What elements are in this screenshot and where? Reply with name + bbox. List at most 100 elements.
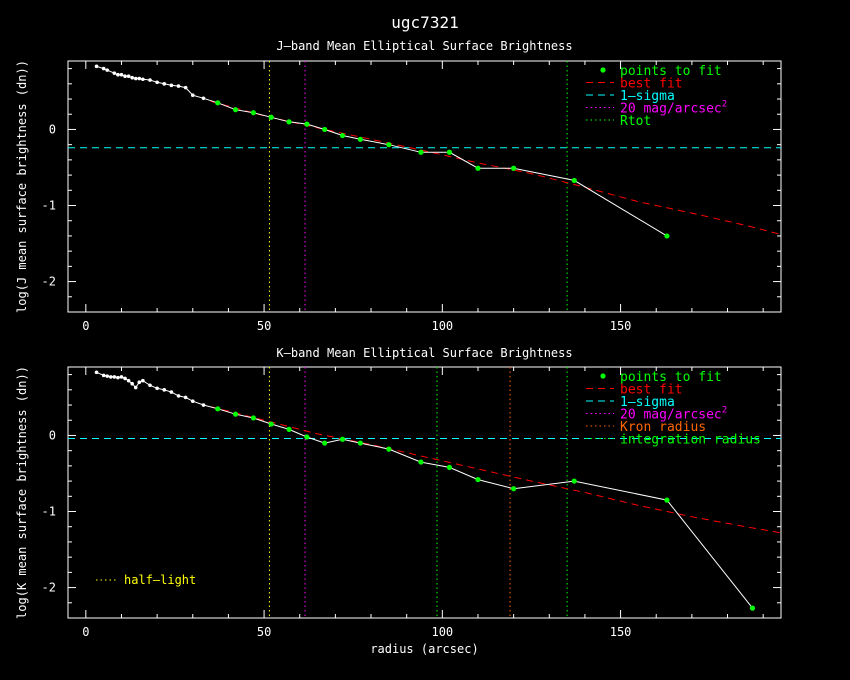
profile-point bbox=[112, 375, 117, 379]
profile-point bbox=[116, 375, 120, 380]
profile-point bbox=[130, 381, 134, 386]
profile-point bbox=[94, 64, 99, 69]
profile-point bbox=[176, 394, 181, 398]
profile-point bbox=[148, 383, 152, 388]
half-light-label: half–light bbox=[124, 573, 196, 587]
fit-point bbox=[304, 434, 310, 440]
profile-point bbox=[137, 76, 142, 81]
profile-point bbox=[101, 66, 106, 71]
profile-point bbox=[201, 403, 206, 407]
x-tick-label: 50 bbox=[257, 319, 271, 333]
profile-point bbox=[133, 76, 138, 81]
profile-point bbox=[155, 386, 159, 391]
profile-point bbox=[105, 374, 110, 378]
profile-point bbox=[119, 72, 124, 77]
profile-point bbox=[133, 385, 138, 390]
fit-point bbox=[446, 149, 453, 155]
fit-point bbox=[571, 177, 577, 184]
y-tick-label: -2 bbox=[42, 275, 56, 289]
y-tick-label: -1 bbox=[42, 199, 56, 213]
legend-label: best fit bbox=[620, 77, 683, 92]
profile-point bbox=[169, 390, 174, 394]
fit-point bbox=[250, 110, 256, 116]
fit-point bbox=[215, 100, 221, 106]
profile-point bbox=[105, 68, 110, 72]
fit-point bbox=[571, 478, 577, 484]
profile-point bbox=[141, 77, 145, 82]
legend-label: 20 mag/arcsec2 bbox=[620, 406, 727, 423]
fit-point bbox=[475, 165, 481, 171]
fit-point bbox=[322, 126, 328, 133]
fit-point bbox=[286, 426, 292, 432]
fit-point bbox=[446, 464, 453, 470]
fit-point bbox=[664, 233, 670, 239]
fit-point bbox=[268, 114, 274, 120]
x-tick-label: 150 bbox=[610, 319, 632, 333]
x-tick-label: 150 bbox=[610, 625, 632, 639]
legend-label: Rtot bbox=[620, 114, 651, 129]
legend-label: 20 mag/arcsec2 bbox=[620, 100, 727, 117]
legend-label: Kron radius bbox=[620, 420, 706, 435]
profile-point bbox=[162, 388, 167, 392]
legend-marker bbox=[600, 373, 606, 379]
x-axis-label: radius (arcsec) bbox=[370, 642, 478, 656]
profile-point bbox=[108, 375, 113, 379]
plot-frame bbox=[67, 60, 782, 313]
fit-point bbox=[664, 497, 670, 503]
fit-point bbox=[511, 165, 517, 171]
fit-point bbox=[418, 459, 424, 465]
profile-point bbox=[126, 74, 131, 79]
legend-label: points to fit bbox=[620, 64, 722, 79]
profile-point bbox=[123, 376, 127, 381]
profile-point bbox=[116, 72, 120, 77]
fit-point bbox=[749, 605, 756, 611]
y-tick-label: -1 bbox=[42, 505, 56, 519]
fit-point bbox=[357, 136, 363, 142]
profile-point bbox=[94, 370, 99, 375]
x-tick-label: 0 bbox=[82, 319, 89, 333]
profile-point bbox=[190, 399, 195, 404]
plot-frame bbox=[67, 366, 782, 619]
profile-point bbox=[112, 71, 117, 75]
fit-point bbox=[511, 486, 517, 492]
fit-point bbox=[250, 415, 256, 421]
profile-point bbox=[183, 395, 188, 400]
fit-point bbox=[386, 142, 392, 148]
fit-point bbox=[339, 436, 346, 442]
profile-point bbox=[201, 96, 206, 101]
legend-label: best fit bbox=[620, 383, 683, 398]
x-tick-label: 100 bbox=[431, 319, 453, 333]
fit-point bbox=[418, 149, 424, 155]
legend-marker bbox=[600, 67, 606, 73]
profile-point bbox=[141, 378, 145, 383]
fit-point bbox=[322, 440, 328, 446]
chart-panel-1: J–band Mean Elliptical Surface Brightnes… bbox=[15, 39, 782, 333]
profile-point bbox=[176, 84, 181, 88]
profile-point bbox=[126, 378, 131, 383]
x-tick-label: 50 bbox=[257, 625, 271, 639]
x-tick-label: 100 bbox=[431, 625, 453, 639]
profile-point bbox=[190, 93, 195, 98]
legend-label: 1–sigma bbox=[620, 395, 675, 410]
chart-panel-2: K–band Mean Elliptical Surface Brightnes… bbox=[15, 346, 782, 656]
y-tick-label: 0 bbox=[49, 428, 56, 442]
panels: J–band Mean Elliptical Surface Brightnes… bbox=[15, 39, 782, 656]
legend-label: integration radius bbox=[620, 433, 761, 448]
profile-point bbox=[183, 85, 188, 90]
legend-label: points to fit bbox=[620, 370, 722, 385]
profile-point bbox=[155, 80, 159, 85]
y-tick-label: 0 bbox=[49, 122, 56, 136]
fit-point bbox=[357, 440, 363, 446]
y-tick-label: -2 bbox=[42, 581, 56, 595]
fit-point bbox=[286, 119, 292, 125]
profile-point bbox=[123, 74, 127, 79]
legend-label: 1–sigma bbox=[620, 89, 675, 104]
x-tick-label: 0 bbox=[82, 625, 89, 639]
figure-title: ugc7321 bbox=[391, 13, 458, 32]
fit-point bbox=[232, 107, 239, 113]
best-fit-line bbox=[210, 406, 782, 534]
fit-point bbox=[475, 476, 481, 483]
y-axis-label: log(J mean surface brightness (dn)) bbox=[15, 60, 29, 313]
